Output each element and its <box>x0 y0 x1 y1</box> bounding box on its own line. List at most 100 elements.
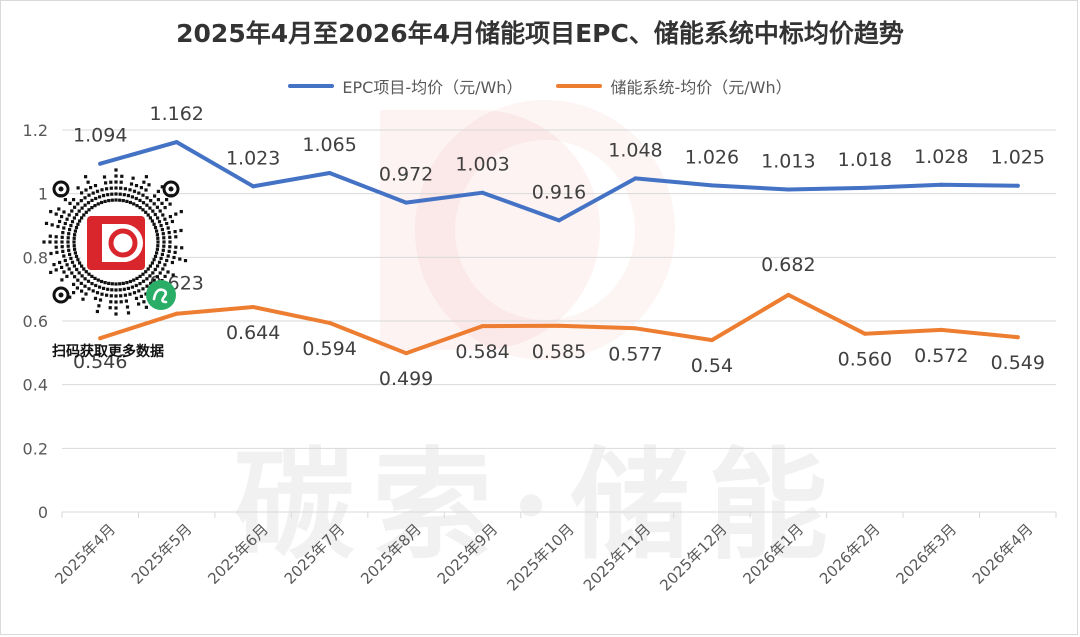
qr-dot <box>144 305 148 309</box>
qr-dot <box>60 278 64 282</box>
qr-dot <box>168 235 172 239</box>
qr-dot <box>166 270 170 274</box>
qr-dot <box>79 199 83 203</box>
qr-dot <box>114 180 118 184</box>
data-label-system: 0.546 <box>73 351 127 373</box>
data-point-epc <box>557 218 561 223</box>
qr-dot <box>153 212 157 217</box>
qr-dot <box>67 213 71 217</box>
qr-dot <box>114 186 118 190</box>
qr-dot <box>109 294 113 298</box>
qr-dot <box>63 198 67 202</box>
qr-dot <box>107 281 111 285</box>
qr-dot <box>54 245 58 249</box>
qr-dot <box>80 216 84 220</box>
qr-dot <box>87 193 91 197</box>
qr-dot <box>96 278 100 282</box>
qr-dot <box>67 232 71 236</box>
data-point-epc <box>251 184 256 189</box>
qr-dot <box>95 309 99 314</box>
qr-code-graphic <box>42 168 188 316</box>
qr-dot <box>76 202 80 206</box>
data-label-epc: 1.162 <box>149 103 203 125</box>
qr-dot <box>126 311 131 315</box>
qr-dot <box>174 235 178 239</box>
qr-dot <box>94 196 98 201</box>
qr-dot <box>89 186 93 190</box>
qr-dot <box>134 196 138 201</box>
qr-dot <box>42 240 46 244</box>
qr-dot <box>149 199 153 203</box>
data-label-epc: 1.028 <box>914 146 968 168</box>
qr-dot <box>141 287 145 291</box>
qr-dot <box>132 291 137 295</box>
qr-dot <box>60 265 64 269</box>
qr-dot <box>62 254 66 258</box>
legend-swatch-system <box>556 84 603 88</box>
qr-dot <box>152 222 156 226</box>
qr-dot <box>76 186 80 190</box>
qr-dot <box>156 198 160 202</box>
qr-dot <box>108 306 112 310</box>
qr-dot <box>152 258 156 262</box>
qr-dot <box>160 228 164 232</box>
qr-dot <box>159 224 163 228</box>
qr-dot <box>60 215 64 219</box>
data-label-epc: 1.065 <box>302 134 356 156</box>
qr-dot <box>98 195 102 199</box>
qr-dot <box>72 198 76 202</box>
data-point-system <box>251 304 256 309</box>
qr-dot <box>68 252 72 256</box>
qr-dot <box>123 293 127 297</box>
data-point-epc <box>1015 183 1020 188</box>
x-tick-label: 2025年11月 <box>580 520 654 594</box>
qr-dot <box>174 245 178 249</box>
qr-dot <box>110 282 114 286</box>
qr-dot <box>144 175 148 179</box>
qr-dot <box>173 250 177 254</box>
qr-dot <box>165 198 169 202</box>
qr-dot <box>141 193 145 197</box>
qr-dot <box>118 288 122 292</box>
qr-dot <box>93 204 97 208</box>
qr-dot <box>153 226 158 230</box>
qr-dot <box>84 292 88 296</box>
qr-dot <box>87 272 91 276</box>
qr-dot <box>159 256 163 260</box>
qr-dot <box>114 192 118 196</box>
qr-dot <box>151 209 155 213</box>
qr-dot <box>97 304 101 308</box>
qr-dot <box>70 260 75 264</box>
qr-dot <box>114 168 118 172</box>
data-label-epc: 1.018 <box>838 149 892 171</box>
qr-dot <box>74 226 79 230</box>
qr-dot <box>138 282 142 286</box>
qr-dot <box>118 192 122 196</box>
qr-dot <box>80 274 84 278</box>
qr-dot <box>81 297 85 301</box>
data-label-system: 0.499 <box>379 368 433 390</box>
data-label-epc: 1.023 <box>226 147 280 169</box>
x-tick-label: 2026年3月 <box>892 520 960 588</box>
qr-dot <box>67 248 71 252</box>
qr-dot <box>82 267 86 271</box>
qr-dot <box>63 221 67 226</box>
qr-dot <box>161 213 165 217</box>
qr-dot <box>83 277 87 281</box>
qr-dot <box>150 261 154 265</box>
qr-dot <box>110 192 114 196</box>
qr-dot <box>55 250 59 254</box>
data-point-epc <box>862 185 867 190</box>
data-label-epc: 1.048 <box>608 139 662 161</box>
qr-code[interactable] <box>30 168 202 358</box>
data-point-system <box>633 326 638 331</box>
qr-dot <box>72 236 76 240</box>
qr-dot <box>165 258 169 263</box>
qr-dot <box>83 196 87 200</box>
qr-dot <box>148 274 152 278</box>
qr-dot <box>95 189 100 193</box>
qr-dot <box>78 261 82 265</box>
qr-dot <box>166 254 170 258</box>
qr-dot <box>142 300 146 304</box>
